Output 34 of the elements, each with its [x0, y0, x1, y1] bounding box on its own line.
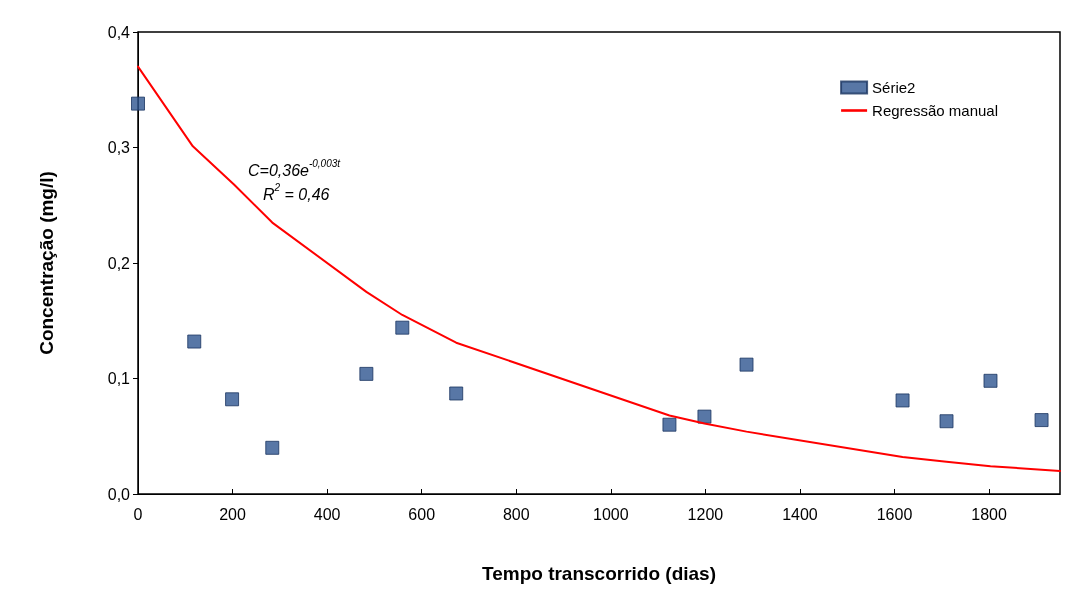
- point: [739, 357, 754, 372]
- y-tick-label: 0,0: [107, 485, 131, 503]
- point: [265, 440, 280, 455]
- point: [697, 409, 712, 424]
- legend-label: Regressão manual: [872, 102, 998, 119]
- point: [983, 373, 998, 388]
- y-tick-label: 0,3: [107, 139, 131, 156]
- x-tick-label: 1600: [876, 505, 913, 523]
- y-tick-label: 0,2: [107, 254, 131, 272]
- line-series: [137, 65, 1061, 472]
- x-tick-label: 200: [219, 505, 247, 523]
- point: [939, 414, 954, 429]
- x-axis-title: Tempo transcorrido (dias): [481, 563, 717, 584]
- x-tick-label: 1400: [782, 505, 818, 523]
- point: [131, 96, 145, 111]
- point: [662, 417, 677, 432]
- point: [395, 320, 410, 335]
- point: [1034, 413, 1049, 428]
- x-tick-label: 1800: [971, 505, 1007, 523]
- y-tick-label: 0,4: [107, 23, 131, 41]
- point: [449, 386, 464, 401]
- point: [187, 334, 202, 349]
- x-tick-label: 0: [133, 505, 143, 523]
- x-tick-label: 400: [313, 505, 341, 523]
- legend-label: Série2: [872, 79, 916, 96]
- x-tick-label: 600: [408, 505, 436, 523]
- y-tick-label: 0,1: [107, 370, 131, 387]
- x-tick-label: 800: [502, 505, 530, 523]
- x-tick-label: 1000: [593, 505, 629, 523]
- x-tick-label: 1200: [687, 505, 724, 523]
- point: [895, 393, 910, 408]
- point: [359, 366, 374, 381]
- point: [225, 392, 240, 407]
- y-axis-title: Concentração (mg/l): [36, 171, 57, 355]
